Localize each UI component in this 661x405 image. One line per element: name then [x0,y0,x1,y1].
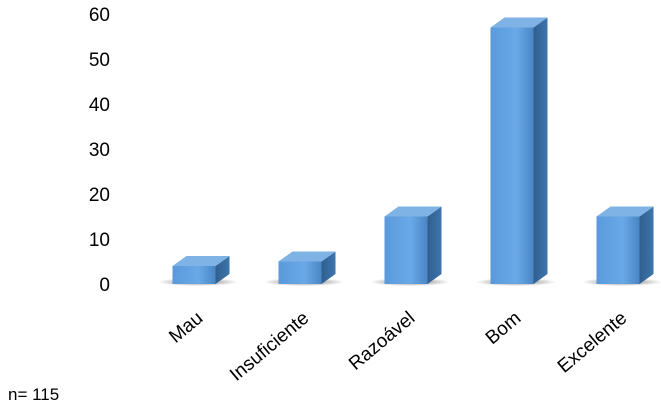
bar-top [490,17,548,28]
bar-top [278,251,336,262]
y-axis: 0 10 20 30 40 50 60 [89,5,110,296]
bar-front [278,261,322,284]
y-tick-label: 0 [99,275,110,296]
bar-side [427,206,442,284]
sample-size-note: n= 115 [8,385,60,404]
bar-side [321,251,336,284]
bar [172,256,230,284]
y-tick-label: 60 [89,5,110,26]
bar-side [639,206,654,284]
bar-front [490,27,534,284]
y-tick-label: 40 [89,95,110,116]
bars [172,17,654,284]
bar-side [215,256,230,284]
x-tick-label: Bom [482,308,525,349]
bar-top [384,206,442,217]
y-tick-label: 20 [89,185,110,206]
x-tick-label: Mau [165,308,207,348]
x-tick-label: Insuficiente [226,308,313,386]
bar [278,251,336,284]
bar [596,206,654,284]
bar-front [596,216,640,284]
bar [490,17,548,284]
bar-front [384,216,428,284]
y-tick-label: 30 [89,140,110,161]
bar-top [172,256,230,266]
bar-front [172,266,216,284]
y-tick-label: 50 [89,50,110,71]
bar-side [533,17,548,284]
x-tick-label: Excelente [554,308,631,378]
x-axis-labels: Mau Insuficiente Razoável Bom Excelente [165,308,631,386]
bar [384,206,442,284]
x-tick-label: Razoável [345,308,419,375]
y-tick-label: 10 [89,230,110,251]
bar-top [596,206,654,217]
